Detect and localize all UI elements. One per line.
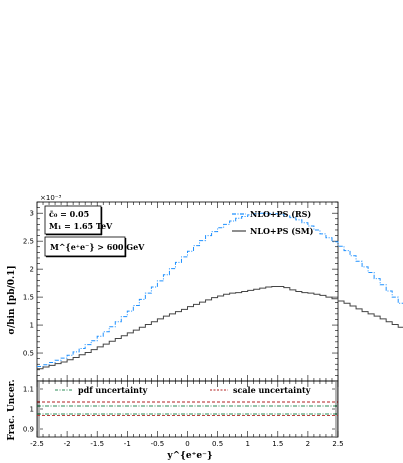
x-tick-label: 2.5 xyxy=(332,440,343,448)
x-tick-label: 1.5 xyxy=(272,440,283,448)
main-y-axis-label: σ/bin [pb/0.1] xyxy=(7,265,17,334)
x-tick-label: -1 xyxy=(124,440,131,448)
x-tick-label: 0 xyxy=(185,440,189,448)
x-tick-label: -2 xyxy=(64,440,71,448)
mass-cut-annotation: M^{e⁺e⁻} > 600 GeV xyxy=(50,242,145,252)
c0-annotation: c̄₀ = 0.05 xyxy=(49,209,89,219)
x-tick-label: -0.5 xyxy=(151,440,165,448)
ratio-axes: -2.5 -2 -1.5 -1 -0.5 0 0.5 1 1.5 2 2.5 0.9 1 1.1 xyxy=(23,380,344,448)
main-y-tick-label: 0.5 xyxy=(23,350,34,358)
x-tick-label: -2.5 xyxy=(30,440,44,448)
ratio-series-group xyxy=(37,401,338,416)
legend-sm-label: NLO+PS (SM) xyxy=(250,226,314,236)
main-series-group xyxy=(37,212,403,370)
x-tick-label: 2 xyxy=(306,440,310,448)
ratio-y-tick-label: 1 xyxy=(30,406,34,414)
m1-annotation: M₁ = 1.65 TeV xyxy=(49,221,113,231)
main-y-tick-label: 2.5 xyxy=(23,238,34,246)
legend-rs-label: NLO+PS (RS) xyxy=(250,209,311,219)
ratio-y-tick-label: 0.9 xyxy=(23,426,34,434)
ratio-y-tick-label: 1.1 xyxy=(23,386,34,394)
main-axes: 0.5 1 1.5 2 2.5 3 xyxy=(23,201,339,382)
main-y-tick-label: 1 xyxy=(30,322,34,330)
main-y-tick-label: 2 xyxy=(30,266,34,274)
legend-pdf-label: pdf uncertainty xyxy=(78,385,148,395)
x-axis-label: y^{e⁺e⁻} xyxy=(166,451,213,461)
x-tick-label: -1.5 xyxy=(90,440,104,448)
x-tick-label: 1 xyxy=(245,440,249,448)
y-exponent-label: ×10⁻³ xyxy=(40,194,61,202)
series-rs-line xyxy=(37,212,403,367)
x-tick-label: 0.5 xyxy=(212,440,223,448)
main-y-tick-label: 3 xyxy=(30,210,34,218)
series-sm-line xyxy=(37,285,403,370)
ratio-y-axis-label: Frac. Uncer. xyxy=(7,379,17,440)
main-y-tick-label: 1.5 xyxy=(23,294,34,302)
legend-scale-label: scale uncertainty xyxy=(233,385,311,395)
